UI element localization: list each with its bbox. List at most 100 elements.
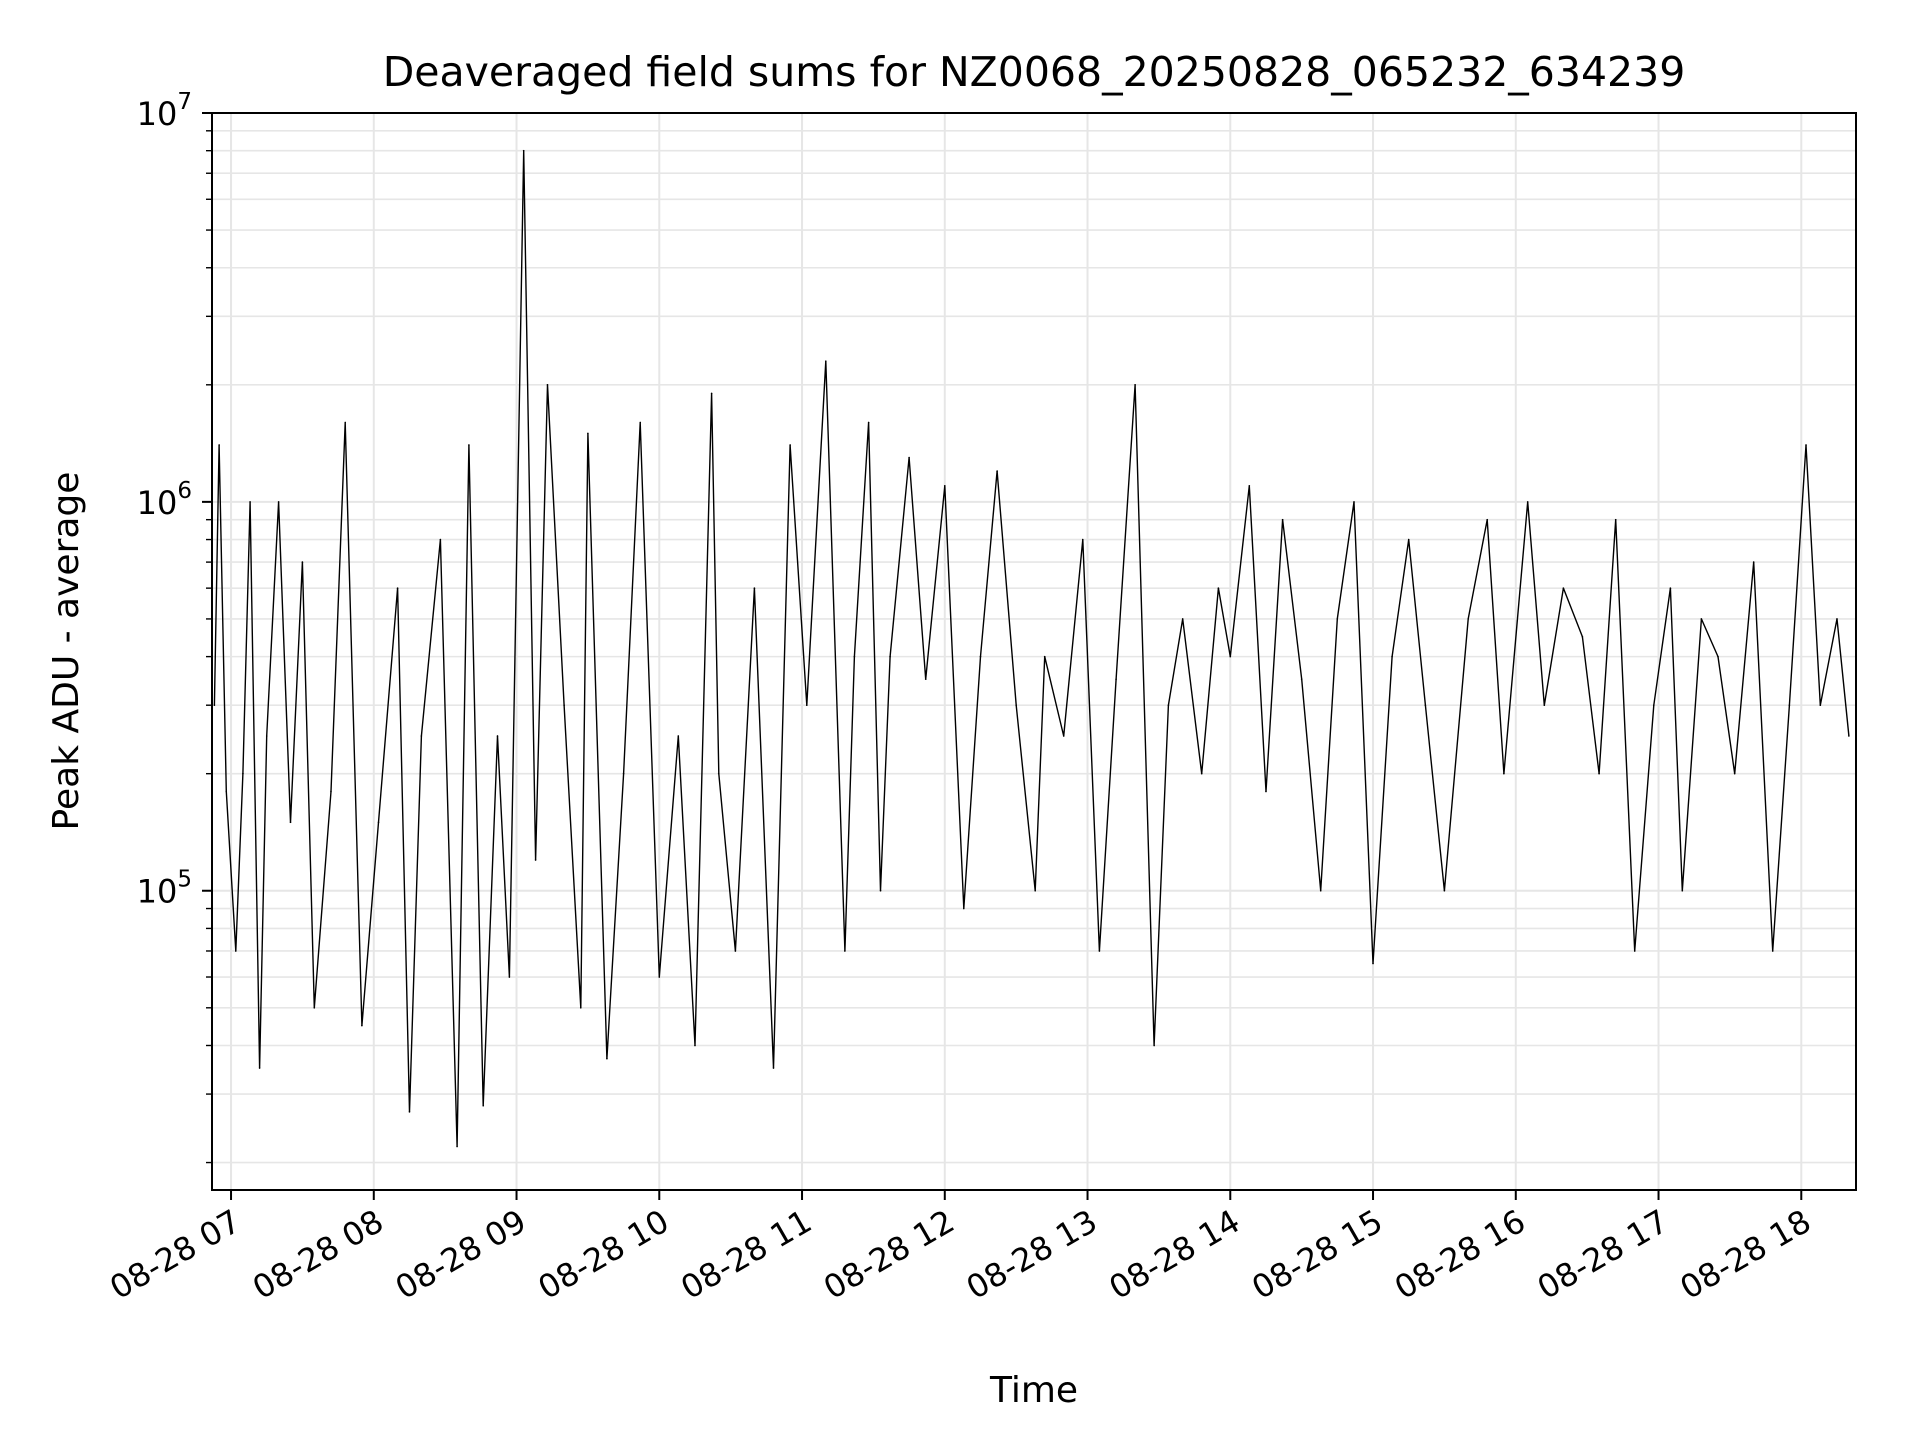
data-point xyxy=(1486,518,1489,521)
data-point xyxy=(265,735,268,737)
data-point xyxy=(1167,704,1170,707)
data-point xyxy=(579,1007,582,1009)
data-point xyxy=(694,1044,696,1047)
data-point xyxy=(1217,587,1220,589)
data-point xyxy=(1353,501,1355,503)
data-point xyxy=(234,950,237,952)
data-point xyxy=(482,1104,485,1107)
data-point xyxy=(1015,704,1017,707)
data-point xyxy=(277,501,280,503)
data-point xyxy=(1443,889,1446,892)
data-point xyxy=(677,735,680,737)
data-point xyxy=(1134,384,1136,386)
y-tick-label: 107 xyxy=(137,89,192,133)
data-point xyxy=(606,1057,608,1060)
data-point xyxy=(710,392,713,395)
data-point xyxy=(1652,704,1655,707)
data-point xyxy=(225,790,228,793)
y-axis-label: Peak ADU - average xyxy=(46,472,87,831)
data-point xyxy=(396,587,399,589)
y-tick-label-exponent: 7 xyxy=(177,89,192,115)
data-point xyxy=(772,1067,775,1069)
data-point xyxy=(1788,704,1791,707)
data-point xyxy=(1181,618,1184,620)
data-point xyxy=(1598,772,1600,775)
data-point xyxy=(1700,618,1703,620)
data-point xyxy=(825,360,827,363)
data-point xyxy=(844,950,846,952)
data-point xyxy=(1805,444,1807,446)
data-point xyxy=(717,772,720,775)
data-point xyxy=(1681,889,1684,892)
y-tick-label-exponent: 5 xyxy=(177,867,192,893)
data-point xyxy=(889,655,891,658)
data-point xyxy=(734,950,737,952)
data-point xyxy=(805,704,808,707)
data-point xyxy=(1771,950,1774,952)
data-point xyxy=(1153,1044,1155,1047)
data-point xyxy=(218,444,220,446)
data-point xyxy=(1581,635,1584,638)
data-point xyxy=(996,470,998,472)
data-point xyxy=(508,976,511,978)
data-point xyxy=(301,561,304,563)
data-point xyxy=(1836,618,1838,620)
y-tick-label-base: 10 xyxy=(137,95,178,133)
data-point xyxy=(639,421,642,424)
data-point xyxy=(1062,735,1065,737)
data-point xyxy=(313,1007,316,1009)
data-point xyxy=(1424,704,1427,707)
data-point xyxy=(963,907,965,910)
data-point xyxy=(1669,587,1672,589)
data-point xyxy=(622,772,625,775)
data-point xyxy=(1717,655,1719,658)
data-point xyxy=(289,821,292,824)
y-tick-label: 106 xyxy=(137,478,192,522)
data-point xyxy=(1043,655,1046,658)
data-point xyxy=(1503,772,1505,775)
data-point xyxy=(1733,772,1736,775)
data-point xyxy=(1526,501,1529,503)
data-point xyxy=(1115,678,1117,680)
data-point xyxy=(658,976,661,978)
data-point xyxy=(1543,704,1546,707)
y-tick-label-base: 10 xyxy=(137,873,178,911)
data-point xyxy=(1248,484,1251,487)
data-point xyxy=(468,444,470,446)
data-point xyxy=(753,587,756,589)
data-point xyxy=(979,655,982,658)
data-point xyxy=(1467,618,1469,620)
data-point xyxy=(496,735,499,737)
data-point xyxy=(879,889,882,892)
data-point xyxy=(1098,950,1101,952)
data-series-group xyxy=(213,149,1850,1148)
data-point xyxy=(924,678,927,680)
data-point xyxy=(546,384,549,386)
data-point xyxy=(439,538,442,541)
data-point xyxy=(1265,790,1267,793)
data-point xyxy=(361,1024,363,1027)
data-point xyxy=(1200,772,1203,775)
data-point xyxy=(377,821,380,824)
data-point xyxy=(344,421,347,424)
data-point xyxy=(1562,587,1565,589)
data-point xyxy=(1081,538,1084,541)
y-tick-label-exponent: 6 xyxy=(177,478,192,504)
data-point xyxy=(1372,962,1374,965)
data-point xyxy=(330,790,332,793)
data-point xyxy=(456,1145,458,1148)
y-tick-label: 105 xyxy=(137,867,192,911)
data-point xyxy=(853,655,856,658)
data-point xyxy=(420,735,423,737)
data-point xyxy=(522,149,525,152)
data-point xyxy=(249,501,251,503)
data-point xyxy=(1752,561,1755,563)
data-point xyxy=(1614,518,1617,521)
data-point xyxy=(908,456,910,459)
data-point xyxy=(1633,950,1636,952)
data-point xyxy=(258,1067,261,1069)
data-point xyxy=(563,704,565,707)
data-point xyxy=(867,421,870,424)
